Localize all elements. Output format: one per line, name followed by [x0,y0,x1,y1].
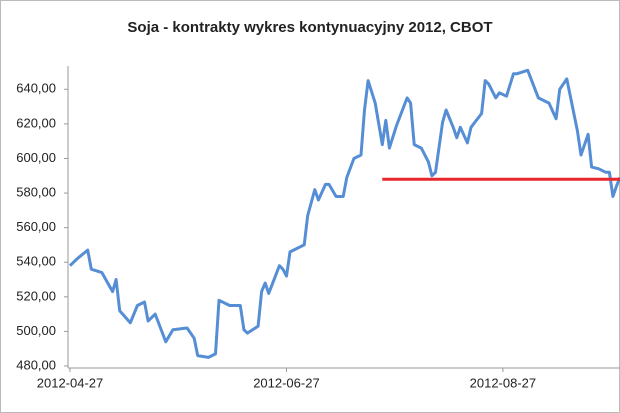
chart-title: Soja - kontrakty wykres kontynuacyjny 20… [127,19,492,36]
price-line [68,68,620,359]
y-tick-label: 600,00 [16,150,56,165]
y-tick-label: 520,00 [16,288,56,303]
y-tick-label: 640,00 [16,81,56,96]
x-tick-label: 2012-06-27 [253,375,320,390]
x-tick-label: 2012-04-27 [37,375,104,390]
y-tick-label: 580,00 [16,184,56,199]
y-tick-label: 560,00 [16,219,56,234]
y-tick-label: 540,00 [16,254,56,269]
x-tick-label: 2012-08-27 [470,375,537,390]
y-tick-label: 500,00 [16,323,56,338]
y-tick-label: 480,00 [16,357,56,372]
y-tick-label: 620,00 [16,115,56,130]
